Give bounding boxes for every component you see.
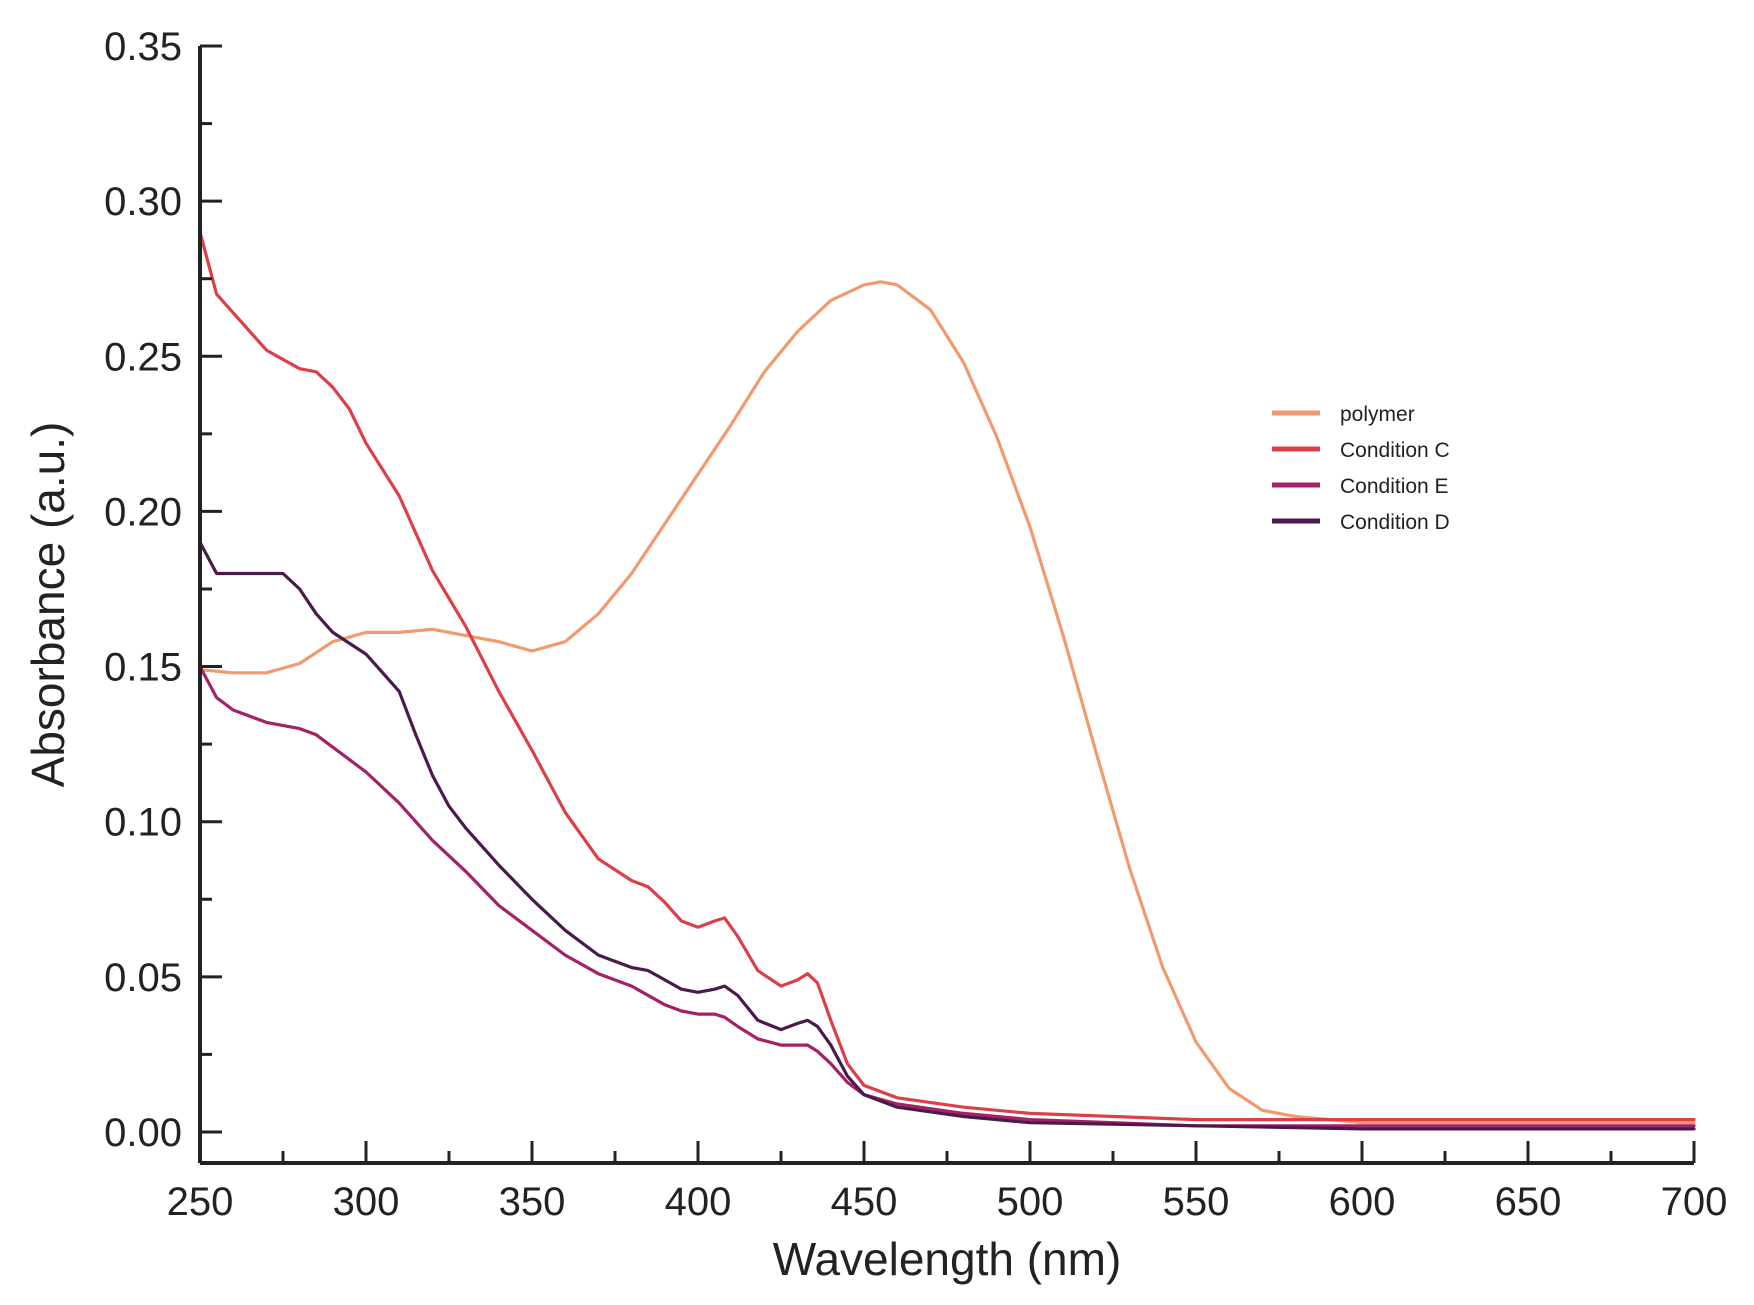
series-line-polymer	[198, 280, 1696, 1125]
series-line-condition-e	[198, 664, 1696, 1128]
y-tick-label: 0.25	[104, 335, 182, 379]
legend-label-condition-e: Condition E	[1340, 475, 1449, 498]
y-tick-label: 0.15	[104, 646, 182, 690]
x-tick-label: 450	[831, 1180, 898, 1224]
x-tick-label: 300	[333, 1180, 400, 1224]
legend: polymer Condition C Condition E Condition D	[1272, 403, 1450, 534]
y-tick-label: 0.20	[104, 490, 182, 534]
y-tick-label: 0.05	[104, 956, 182, 1000]
series-line-condition-c	[198, 230, 1696, 1122]
y-tick-label: 0.35	[104, 25, 182, 69]
x-axis-ticks: 250 300 350 400 450 500 550 600 650 700	[167, 1141, 1728, 1224]
x-axis-title: Wavelength (nm)	[773, 1233, 1122, 1285]
y-axis-title: Absorbance (a.u.)	[22, 422, 74, 788]
x-tick-label: 650	[1495, 1180, 1562, 1224]
legend-label-condition-d: Condition D	[1340, 511, 1450, 534]
y-tick-label: 0.00	[104, 1111, 182, 1155]
x-tick-label: 550	[1163, 1180, 1230, 1224]
y-tick-label: 0.30	[104, 180, 182, 224]
y-tick-label: 0.10	[104, 801, 182, 845]
series-line-condition-d	[198, 540, 1696, 1131]
legend-label-condition-c: Condition C	[1340, 439, 1450, 462]
x-tick-label: 500	[997, 1180, 1064, 1224]
x-tick-label: 350	[499, 1180, 566, 1224]
x-tick-label: 250	[167, 1180, 234, 1224]
legend-label-polymer: polymer	[1340, 403, 1415, 426]
axes-layer	[198, 46, 1694, 1165]
x-tick-label: 700	[1661, 1180, 1728, 1224]
series-layer	[198, 230, 1696, 1131]
x-tick-label: 400	[665, 1180, 732, 1224]
x-tick-label: 600	[1329, 1180, 1396, 1224]
y-axis-ticks: 0.00 0.05 0.10 0.15 0.20 0.25 0.30 0.35	[104, 25, 222, 1155]
